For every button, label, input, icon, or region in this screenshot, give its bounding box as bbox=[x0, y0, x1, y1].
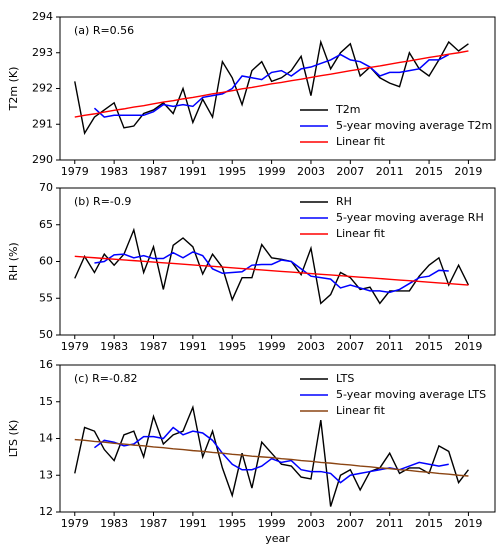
series-line bbox=[74, 39, 469, 136]
x-tick-label: 1987 bbox=[139, 340, 167, 353]
x-tick-label: 2019 bbox=[454, 165, 482, 178]
annotation: (b) R=-0.9 bbox=[74, 195, 131, 208]
x-tick-label: 2019 bbox=[454, 517, 482, 530]
annotation: (a) R=0.56 bbox=[74, 24, 134, 37]
x-tick-label: 2007 bbox=[336, 165, 364, 178]
x-tick-label: 1983 bbox=[100, 340, 128, 353]
y-tick-label: 290 bbox=[32, 153, 53, 166]
series-line bbox=[74, 50, 469, 118]
legend-label: 5-year moving average RH bbox=[336, 211, 484, 224]
legend-label: 5-year moving average T2m bbox=[336, 119, 492, 132]
legend-label: 5-year moving average LTS bbox=[336, 388, 486, 401]
annotation: (c) R=-0.82 bbox=[74, 372, 137, 385]
legend-label: Linear fit bbox=[336, 135, 386, 148]
x-tick-label: 2007 bbox=[336, 517, 364, 530]
y-tick-label: 55 bbox=[39, 291, 53, 304]
y-tick-label: 13 bbox=[39, 468, 53, 481]
x-tick-label: 2015 bbox=[415, 340, 443, 353]
y-tick-label: 293 bbox=[32, 46, 53, 59]
x-tick-label: 1995 bbox=[218, 165, 246, 178]
x-tick-label: 1979 bbox=[61, 517, 89, 530]
plot-frame bbox=[59, 16, 496, 161]
y-tick-label: 15 bbox=[39, 395, 53, 408]
x-tick-label: 2003 bbox=[297, 340, 325, 353]
y-tick-label: 12 bbox=[39, 505, 53, 518]
series-line bbox=[74, 227, 470, 305]
x-tick-label: 2003 bbox=[297, 165, 325, 178]
x-tick-label: 1983 bbox=[100, 165, 128, 178]
y-axis-label: RH (%) bbox=[7, 242, 20, 280]
x-tick-label: 1991 bbox=[179, 340, 207, 353]
y-tick-label: 16 bbox=[39, 358, 53, 371]
y-tick-label: 70 bbox=[39, 181, 53, 194]
legend-label: T2m bbox=[335, 103, 360, 116]
y-tick-label: 14 bbox=[39, 432, 53, 445]
x-tick-label: 1991 bbox=[179, 517, 207, 530]
x-tick-label: 2011 bbox=[376, 165, 404, 178]
x-tick-label: 1991 bbox=[179, 165, 207, 178]
y-tick-label: 292 bbox=[32, 82, 53, 95]
x-tick-label: 1995 bbox=[218, 517, 246, 530]
x-tick-label: 1987 bbox=[139, 165, 167, 178]
x-tick-label: 1995 bbox=[218, 340, 246, 353]
series-line bbox=[74, 438, 469, 477]
x-tick-label: 1987 bbox=[139, 517, 167, 530]
y-tick-label: 65 bbox=[39, 218, 53, 231]
y-tick-label: 60 bbox=[39, 255, 53, 268]
y-tick-label: 291 bbox=[32, 117, 53, 130]
legend-label: Linear fit bbox=[336, 227, 386, 240]
x-tick-label: 2015 bbox=[415, 165, 443, 178]
x-axis-label: year bbox=[265, 532, 290, 545]
x-tick-label: 1983 bbox=[100, 517, 128, 530]
series-line bbox=[94, 426, 449, 484]
legend-label: LTS bbox=[336, 372, 354, 385]
legend-label: Linear fit bbox=[336, 404, 386, 417]
x-tick-label: 2007 bbox=[336, 340, 364, 353]
series-line bbox=[93, 53, 450, 118]
x-tick-label: 1999 bbox=[258, 340, 286, 353]
x-tick-label: 2015 bbox=[415, 517, 443, 530]
series-line bbox=[74, 255, 469, 286]
x-tick-label: 2019 bbox=[454, 340, 482, 353]
y-axis-label: LTS (K) bbox=[7, 420, 20, 458]
y-axis-label: T2m (K) bbox=[7, 67, 20, 112]
y-tick-label: 50 bbox=[39, 328, 53, 341]
x-tick-label: 1979 bbox=[61, 165, 89, 178]
x-tick-label: 2011 bbox=[376, 340, 404, 353]
series-line bbox=[74, 404, 469, 507]
x-tick-label: 1979 bbox=[61, 340, 89, 353]
x-tick-label: 2003 bbox=[297, 517, 325, 530]
plot-frame bbox=[59, 187, 496, 336]
x-tick-label: 2011 bbox=[376, 517, 404, 530]
legend-label: RH bbox=[336, 195, 352, 208]
x-tick-label: 1999 bbox=[258, 165, 286, 178]
x-tick-label: 1999 bbox=[258, 517, 286, 530]
plot-frame bbox=[59, 364, 496, 513]
y-tick-label: 294 bbox=[32, 10, 53, 23]
series-line bbox=[94, 251, 449, 294]
